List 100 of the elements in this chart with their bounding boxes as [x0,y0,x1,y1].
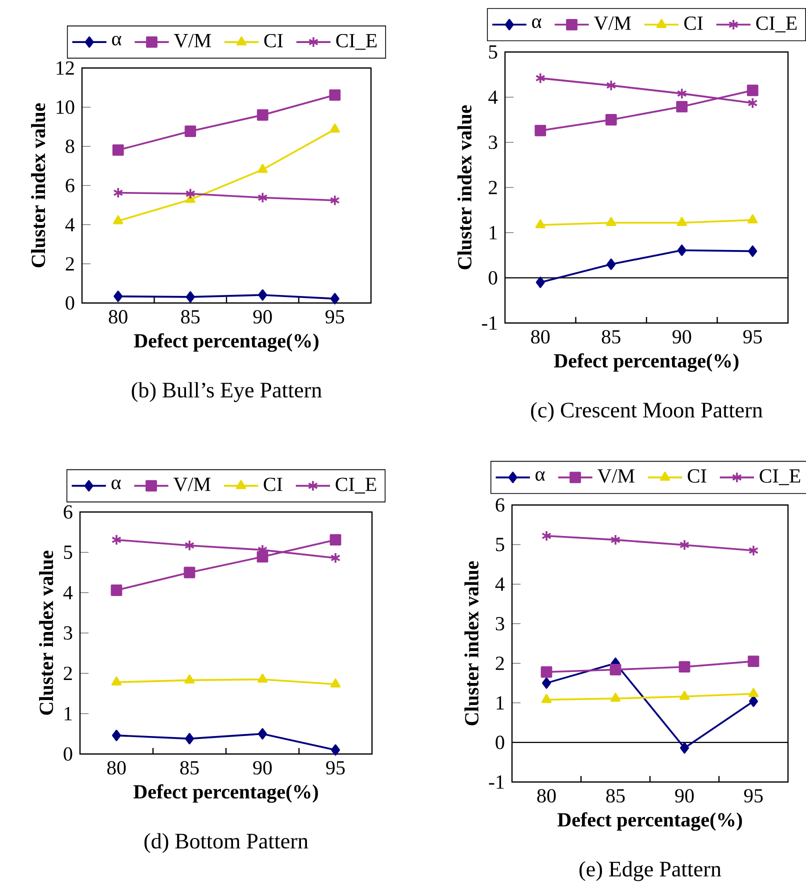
x-axis-title: Defect percentage(%) [134,784,318,803]
point [540,666,552,678]
point [114,290,123,302]
text: (d) Bottom Pattern [144,833,308,853]
point [748,696,758,707]
legend-label: CI_E [336,478,376,494]
point [748,97,758,109]
text: (e) Edge Pattern [580,861,722,882]
x-tick-label: 90 [253,310,272,324]
x-axis-title: Defect percentage(%) [558,812,742,831]
point [679,690,690,700]
y-axis-title: Cluster index value [39,550,54,715]
x-tick-label: 85 [181,310,200,324]
y-tick-label: 2 [64,666,72,680]
x-tick-label: 90 [672,330,692,344]
point [184,540,195,552]
x-tick-label: 85 [602,330,620,344]
y-tick-label: 3 [496,617,504,630]
point [330,292,340,304]
text: (b) Bull’s Eye Pattern [132,382,322,402]
y-tick-label: 0 [488,271,498,285]
point [541,530,552,542]
y-tick-label: 5 [496,538,504,552]
point [256,109,268,121]
point [113,187,124,198]
x-tick-label: 80 [537,789,556,803]
point [184,732,194,744]
point [258,289,268,301]
point [329,89,341,101]
y-tick-label: 2 [496,656,504,670]
point [679,539,690,551]
point [536,276,545,288]
y-tick-label: 6 [496,498,504,512]
point [535,219,546,228]
y-axis-title: Cluster index value [457,105,472,270]
legend-label: CI [688,469,706,483]
x-tick-label: 95 [744,789,763,802]
point [330,194,340,206]
point [257,674,268,683]
legend-label: CI [264,34,283,48]
point [258,192,268,204]
y-tick-label: 12 [56,61,74,75]
legend-label: V/M [173,478,210,492]
point [113,215,124,224]
point [605,114,617,126]
x-tick-label: 80 [531,330,550,344]
y-tick-label: 3 [488,136,498,150]
point [748,214,758,224]
point [110,584,122,596]
legend-label: α [536,471,545,481]
y-tick-label: 8 [66,140,74,154]
point [535,72,546,84]
point [606,217,616,226]
x-axis-title: Defect percentage(%) [134,333,318,352]
y-tick-label: 1 [64,707,72,720]
point [330,534,342,546]
y-tick-label: -1 [482,316,497,330]
y-tick-label: 0 [496,736,504,750]
x-tick-label: 90 [675,789,694,803]
y-tick-label: 10 [56,100,74,114]
y-tick-label: 5 [64,546,72,559]
y-tick-label: 6 [66,178,74,192]
y-tick-label: 0 [66,296,74,310]
legend-label: α [112,36,122,46]
point [330,124,340,133]
legend-label: V/M [597,469,634,483]
legend-label: α [112,480,121,490]
y-tick-label: 2 [66,257,74,270]
point [534,124,546,136]
y-tick-label: 3 [64,626,72,640]
point [677,244,686,256]
x-tick-label: 85 [180,761,199,775]
x-tick-label: 85 [606,789,625,803]
point [330,744,340,756]
point [610,692,621,702]
point [184,566,196,578]
x-tick-label: 95 [326,761,345,774]
point [258,728,267,740]
legend-label: V/M [594,16,631,30]
y-tick-label: 1 [496,696,504,710]
legend-label: CI [264,478,282,492]
x-tick-label: 95 [326,310,344,324]
point [258,164,268,173]
point [184,674,195,684]
point [748,544,759,556]
legend-label: CI_E [760,469,800,486]
point [541,694,552,703]
point [680,742,689,754]
point [676,100,688,112]
point [676,217,687,226]
point [610,664,622,676]
point [678,661,690,673]
point [330,552,341,564]
legend-label: CI_E [336,34,377,50]
y-tick-label: 4 [63,586,73,600]
point [112,730,121,742]
legend-label: CI_E [756,16,797,32]
x-tick-label: 80 [107,761,126,775]
y-tick-label: -1 [489,775,504,789]
y-tick-label: 5 [489,45,498,59]
